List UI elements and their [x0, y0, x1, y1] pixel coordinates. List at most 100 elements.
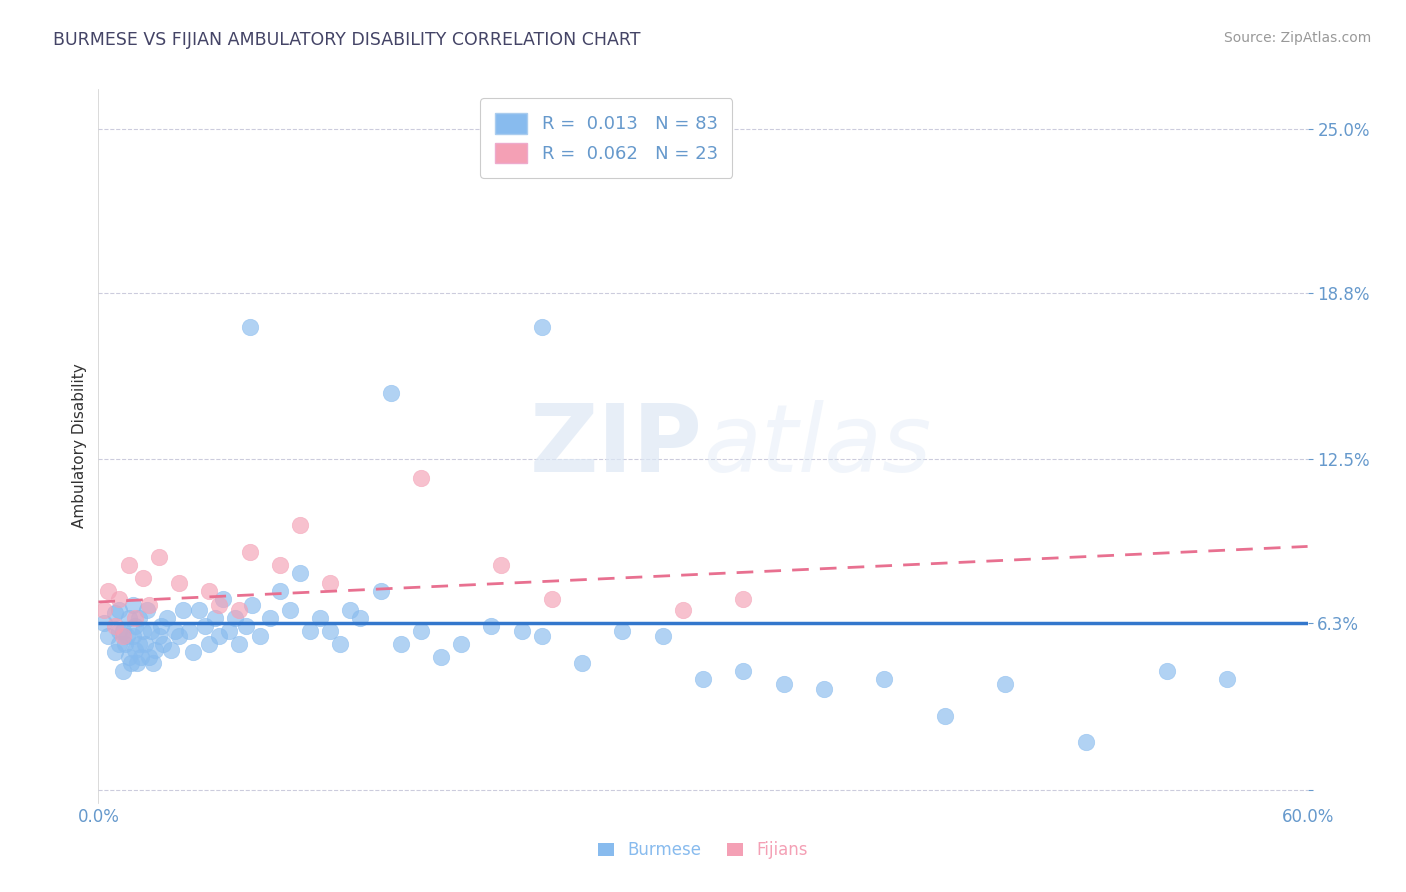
Point: [138, 650, 160, 665]
Point: [167, 576, 190, 591]
Point: [309, 611, 332, 625]
Point: [188, 603, 211, 617]
Point: [228, 603, 250, 617]
Point: [163, 624, 186, 638]
Text: ZIP: ZIP: [530, 400, 703, 492]
Point: [114, 637, 136, 651]
Point: [1156, 664, 1178, 678]
Point: [278, 603, 301, 617]
Point: [125, 656, 148, 670]
Point: [208, 598, 231, 612]
Point: [93, 616, 115, 631]
Point: [107, 603, 129, 617]
Point: [540, 592, 562, 607]
Point: [339, 603, 361, 617]
Point: [139, 624, 162, 638]
Point: [198, 584, 221, 599]
Point: [129, 650, 152, 665]
Point: [510, 624, 533, 638]
Point: [198, 637, 221, 651]
Point: [149, 618, 172, 632]
Point: [118, 558, 141, 572]
Point: [240, 598, 263, 612]
Text: Source: ZipAtlas.com: Source: ZipAtlas.com: [1223, 31, 1371, 45]
Point: [93, 603, 115, 617]
Point: [813, 682, 835, 697]
Point: [224, 611, 246, 625]
Point: [228, 637, 250, 651]
Point: [873, 672, 896, 686]
Point: [1216, 672, 1239, 686]
Point: [349, 611, 371, 625]
Point: [1074, 735, 1097, 749]
Point: [380, 386, 402, 401]
Point: [103, 645, 125, 659]
Point: [142, 656, 165, 670]
Point: [319, 624, 342, 638]
Point: [208, 629, 231, 643]
Point: [181, 645, 204, 659]
Point: [111, 624, 134, 638]
Point: [409, 471, 432, 485]
Point: [143, 642, 166, 657]
Point: [299, 624, 322, 638]
Point: [212, 592, 235, 607]
Point: [156, 611, 179, 625]
Point: [733, 664, 755, 678]
Y-axis label: Ambulatory Disability: Ambulatory Disability: [72, 364, 87, 528]
Point: [107, 592, 129, 607]
Point: [172, 603, 194, 617]
Point: [152, 637, 174, 651]
Point: [111, 629, 134, 643]
Point: [115, 629, 138, 643]
Point: [148, 549, 170, 564]
Point: [370, 584, 392, 599]
Point: [288, 518, 311, 533]
Point: [121, 598, 143, 612]
Point: [409, 624, 432, 638]
Point: [128, 637, 150, 651]
Point: [530, 629, 553, 643]
Point: [132, 571, 155, 585]
Point: [994, 677, 1017, 691]
Point: [107, 637, 129, 651]
Point: [124, 618, 146, 632]
Point: [934, 708, 956, 723]
Point: [571, 656, 593, 670]
Point: [672, 603, 695, 617]
Point: [194, 618, 217, 632]
Point: [160, 642, 183, 657]
Point: [138, 598, 160, 612]
Point: [124, 642, 146, 657]
Point: [319, 576, 342, 591]
Point: [239, 545, 262, 559]
Point: [772, 677, 794, 691]
Point: [148, 629, 170, 643]
Point: [132, 624, 155, 638]
Point: [107, 624, 129, 638]
Point: [103, 606, 125, 620]
Point: [235, 618, 257, 632]
Point: [218, 624, 240, 638]
Point: [97, 629, 120, 643]
Point: [733, 592, 755, 607]
Point: [450, 637, 472, 651]
Point: [103, 618, 125, 632]
Point: [97, 584, 120, 599]
Point: [430, 650, 453, 665]
Point: [692, 672, 714, 686]
Point: [389, 637, 412, 651]
Point: [167, 629, 190, 643]
Point: [128, 611, 150, 625]
Point: [288, 566, 311, 580]
Point: [612, 624, 634, 638]
Point: [134, 637, 156, 651]
Point: [249, 629, 271, 643]
Point: [135, 603, 157, 617]
Point: [239, 320, 262, 334]
Point: [329, 637, 352, 651]
Point: [121, 629, 143, 643]
Point: [120, 656, 142, 670]
Point: [269, 584, 291, 599]
Legend: Burmese, Fijians: Burmese, Fijians: [591, 835, 815, 866]
